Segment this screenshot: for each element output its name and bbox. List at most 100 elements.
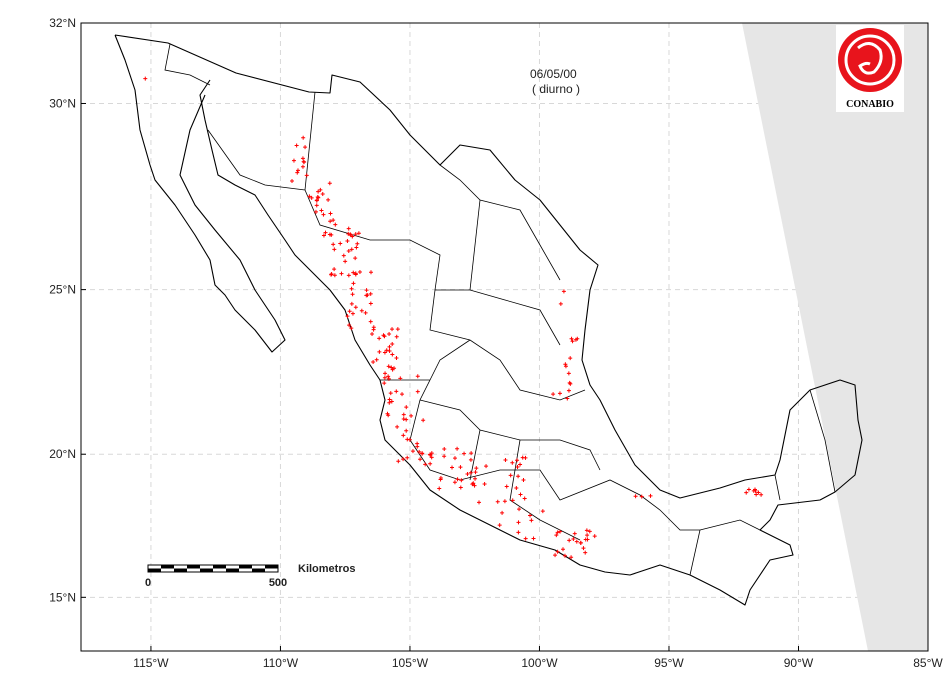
hotspot	[354, 245, 359, 250]
hotspot	[529, 518, 534, 523]
hotspot	[350, 311, 355, 316]
hotspot	[295, 168, 300, 173]
hotspot	[394, 334, 399, 339]
hotspot	[570, 339, 575, 344]
hotspot	[459, 478, 464, 483]
hotspot	[389, 399, 394, 404]
hotspot	[410, 449, 415, 454]
hotspot	[388, 391, 393, 396]
hotspot	[318, 187, 323, 192]
hotspot	[438, 477, 443, 482]
hotspot	[575, 336, 580, 341]
logo: CONABIO	[836, 25, 904, 112]
hotspot	[331, 218, 336, 223]
hotspot	[353, 305, 358, 310]
ticks: 115°W 110°W 105°W 100°W 95°W 90°W 85°W 15°N 20°N…	[49, 16, 943, 670]
hotspot	[566, 371, 571, 376]
hotspot	[510, 498, 515, 503]
scale-bar-segment	[226, 568, 239, 572]
x-tick-label: 85°W	[913, 656, 943, 670]
hotspot	[328, 219, 333, 224]
hotspot	[394, 389, 399, 394]
hotspot	[465, 472, 470, 477]
hotspot	[371, 327, 376, 332]
hotspot	[521, 478, 526, 483]
hotspot	[346, 248, 351, 253]
hotspot	[303, 145, 308, 150]
hotspot	[349, 301, 354, 306]
hotspot	[477, 500, 482, 505]
hotspot	[382, 375, 387, 380]
scale-bar-segment	[161, 565, 174, 569]
hotspot	[561, 547, 566, 552]
hotspot	[302, 160, 307, 165]
hotspot	[316, 189, 321, 194]
hotspot	[452, 480, 457, 485]
hotspot	[390, 327, 395, 332]
hotspot	[452, 456, 457, 461]
hotspot	[341, 253, 346, 258]
no-coverage-area	[742, 23, 928, 651]
scale-bar-segment	[174, 568, 187, 572]
hotspot	[515, 458, 520, 463]
hotspot	[328, 211, 333, 216]
hotspot	[345, 239, 350, 244]
x-tick-label: 110°W	[263, 656, 299, 670]
hotspot	[395, 327, 400, 332]
hotspots	[143, 76, 764, 560]
hotspot	[484, 464, 489, 469]
hotspot	[387, 348, 392, 353]
hotspot	[383, 371, 388, 376]
hotspot	[346, 226, 351, 231]
hotspot	[381, 333, 386, 338]
hotspot	[390, 341, 395, 346]
hotspot	[384, 348, 389, 353]
hotspot	[394, 355, 399, 360]
hotspot	[392, 366, 397, 371]
hotspot	[351, 270, 356, 275]
hotspot	[746, 487, 751, 492]
hotspot	[353, 232, 358, 237]
date-label: 06/05/00	[530, 67, 577, 81]
hotspot	[331, 242, 336, 247]
hotspot	[320, 191, 325, 196]
hotspot	[387, 344, 392, 349]
hotspot	[401, 412, 406, 417]
hotspot	[420, 451, 425, 456]
hotspot	[553, 553, 558, 558]
hotspot	[428, 461, 433, 466]
hotspot	[563, 362, 568, 367]
hotspot	[332, 247, 337, 252]
hotspot	[347, 309, 352, 314]
hotspot	[429, 455, 434, 460]
hotspot	[417, 449, 422, 454]
y-tick-label: 15°N	[49, 590, 76, 604]
scale-bar-segment	[200, 568, 213, 572]
hotspot	[497, 523, 502, 528]
hotspot	[321, 212, 326, 217]
hotspot	[462, 451, 467, 456]
hotspot	[455, 446, 460, 451]
x-tick-label: 90°W	[784, 656, 814, 670]
scale-bar: 0 500 Kilometros	[145, 563, 356, 589]
hotspot	[592, 534, 597, 539]
hotspot	[585, 537, 590, 542]
hotspot	[569, 336, 574, 341]
hotspot	[565, 396, 570, 401]
y-tick-label: 25°N	[49, 283, 76, 297]
hotspot	[473, 476, 478, 481]
hotspot	[327, 181, 332, 186]
hotspot	[578, 540, 583, 545]
hotspot	[415, 374, 420, 379]
hotspot	[371, 360, 376, 365]
hotspot	[395, 424, 400, 429]
hotspot	[468, 470, 473, 475]
hotspot	[368, 291, 373, 296]
hotspot	[350, 292, 355, 297]
x-tick-label: 95°W	[654, 656, 684, 670]
hotspot	[390, 352, 395, 357]
hotspot	[291, 158, 296, 163]
hotspot	[387, 331, 392, 336]
hotspot	[387, 397, 392, 402]
hotspot	[574, 539, 579, 544]
